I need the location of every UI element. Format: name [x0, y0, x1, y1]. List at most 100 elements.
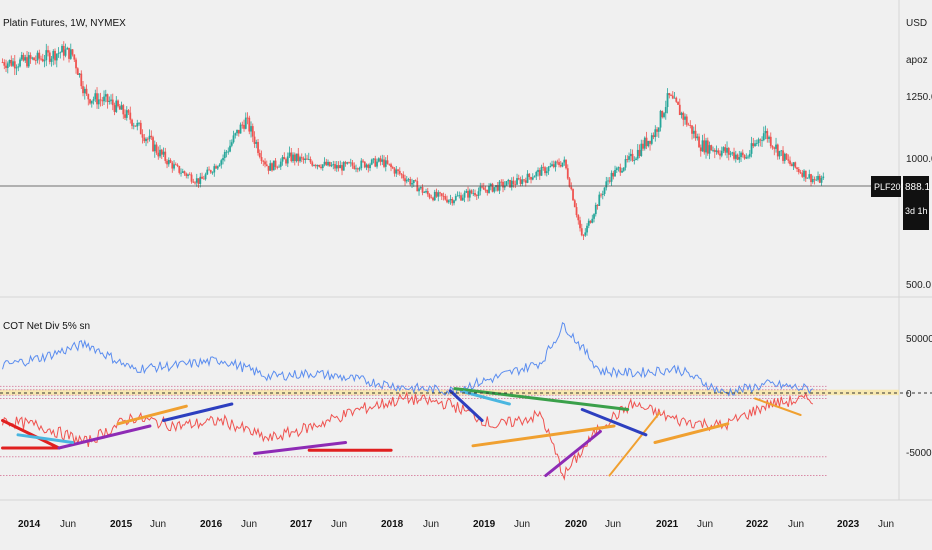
candle-body — [694, 130, 697, 139]
divergence-line — [471, 424, 616, 448]
x-tick-label: 2022 — [746, 519, 769, 530]
candle-body — [262, 160, 265, 162]
symbol-badge[interactable]: PLF2023 — [871, 176, 911, 197]
candle-body — [787, 159, 790, 161]
candle-body — [288, 152, 291, 157]
candle-body — [430, 197, 433, 199]
candle-body — [15, 67, 18, 69]
candle-body — [38, 52, 41, 59]
candle-body — [17, 66, 20, 68]
candle-body — [710, 145, 713, 151]
candle-body — [110, 99, 112, 101]
candle-body — [733, 152, 735, 159]
candle-body — [404, 178, 406, 182]
candle-body — [113, 105, 116, 112]
candle-body — [211, 172, 214, 174]
candle-body — [715, 150, 718, 152]
candle-body — [379, 158, 382, 162]
candle-body — [75, 59, 77, 69]
candle-body — [738, 157, 741, 160]
candle-body — [76, 68, 79, 75]
candle-body — [761, 140, 763, 142]
candle-body — [272, 160, 275, 171]
candle-body — [463, 192, 466, 198]
candle-body — [689, 125, 692, 126]
candle-body — [796, 167, 798, 170]
candle-body — [631, 153, 634, 161]
candle-body — [596, 204, 599, 206]
candle-body — [731, 152, 734, 154]
candle-body — [153, 144, 156, 152]
candle-body — [162, 151, 165, 155]
candle-body — [290, 152, 293, 162]
x-tick-label: 2017 — [290, 519, 313, 530]
candle-body — [351, 162, 354, 166]
candle-body — [661, 110, 664, 118]
candle-body — [806, 177, 809, 179]
candle-body — [475, 195, 478, 197]
candle-body — [482, 187, 485, 190]
x-tick-label: Jun — [605, 519, 621, 530]
candle-body — [474, 193, 476, 196]
candle-body — [369, 164, 371, 169]
candle-body — [316, 164, 319, 167]
candle-body — [803, 170, 805, 177]
candle-body — [657, 127, 660, 132]
candle-body — [736, 154, 739, 160]
candle-body — [656, 129, 658, 132]
candle-body — [78, 73, 81, 75]
candle-body — [734, 154, 737, 159]
candle-body — [285, 159, 287, 164]
candle-body — [260, 157, 263, 161]
candle-body — [449, 198, 452, 201]
divergence-line — [16, 433, 75, 444]
last-price-badge[interactable]: 888.1 3d 1h — [903, 176, 930, 230]
candle-body — [213, 166, 216, 173]
candle-body — [663, 113, 665, 118]
candle-body — [248, 117, 251, 132]
candle-body — [577, 215, 580, 221]
candle-body — [444, 196, 447, 200]
candle-body — [223, 152, 226, 159]
candle-body — [433, 191, 436, 201]
candle-body — [601, 193, 604, 195]
candle-body — [517, 178, 520, 180]
x-tick-label: 2014 — [18, 519, 41, 530]
candle-body — [232, 135, 235, 143]
candle-body — [391, 167, 394, 169]
candle-body — [323, 161, 326, 165]
candle-body — [699, 147, 702, 152]
candle-body — [822, 176, 825, 179]
candle-body — [636, 149, 639, 159]
candle-body — [797, 169, 800, 173]
candle-body — [594, 204, 597, 215]
candle-body — [523, 179, 525, 181]
candle-body — [572, 189, 574, 201]
candle-body — [124, 114, 126, 118]
candle-body — [514, 184, 517, 185]
candle-body — [479, 186, 482, 192]
divergence-line — [1, 419, 61, 450]
divergence-line — [162, 402, 234, 422]
indicator-y-tick: 0 — [906, 389, 912, 400]
symbol-badge-text: PLF2023 — [874, 182, 911, 192]
candle-body — [507, 179, 510, 182]
candle-body — [584, 232, 587, 236]
candle-body — [115, 100, 118, 112]
candle-body — [400, 173, 403, 175]
indicator-pane-title: COT Net Div 5% sn — [3, 321, 90, 332]
candle-body — [243, 124, 245, 129]
x-tick-label: 2020 — [565, 519, 588, 530]
candle-body — [145, 138, 147, 142]
candle-body — [398, 170, 401, 174]
candle-body — [573, 200, 576, 208]
candle-body — [138, 122, 140, 124]
candle-body — [419, 187, 422, 189]
candle-body — [635, 158, 637, 160]
candle-body — [659, 110, 662, 128]
candle-body — [713, 149, 716, 152]
candle-body — [320, 166, 322, 168]
candle-body — [598, 194, 601, 206]
candle-body — [649, 140, 651, 144]
